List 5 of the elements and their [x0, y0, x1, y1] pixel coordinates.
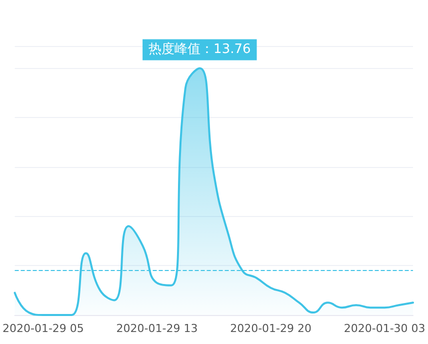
x-tick-label: 2020-01-30 03	[344, 322, 426, 335]
x-tick-label: 2020-01-29 20	[230, 322, 312, 335]
text: 热度峰值：13.76	[148, 41, 251, 58]
x-tick-label: 2020-01-29 05	[2, 322, 84, 335]
x-tick-label: 2020-01-29 13	[116, 322, 198, 335]
